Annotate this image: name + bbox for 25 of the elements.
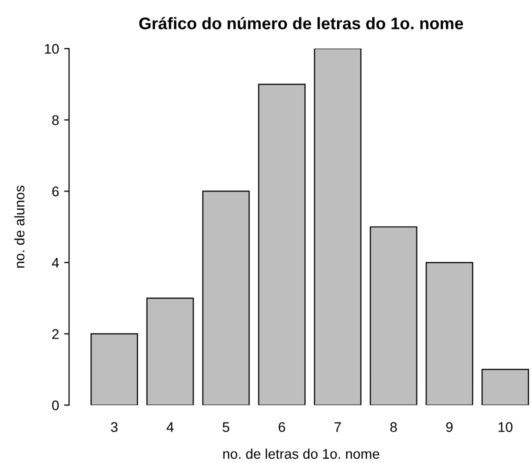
x-tick-label: 6: [278, 422, 286, 432]
chart-title: Gráfico do número de letras do 1o. nome: [139, 16, 464, 30]
y-tick-label: 0: [52, 400, 59, 410]
x-tick-label: 3: [110, 422, 118, 432]
x-axis-title: no. de letras do 1o. nome: [223, 448, 380, 459]
bar: [258, 84, 306, 406]
y-tick-label: 4: [52, 258, 59, 268]
y-axis-title: no. de alunos: [14, 186, 24, 268]
x-tick-label: 7: [334, 422, 341, 432]
x-tick-label: 9: [446, 422, 453, 432]
bar: [90, 333, 138, 406]
x-tick-label: 4: [166, 422, 174, 432]
y-tick-label: 6: [52, 186, 59, 196]
bar: [146, 298, 194, 406]
y-tick-label: 10: [44, 44, 59, 54]
x-tick-label: 8: [390, 422, 397, 432]
bar: [314, 48, 362, 406]
bar: [426, 262, 474, 406]
bar: [202, 190, 250, 406]
bar: [370, 226, 418, 406]
y-tick-label: 2: [52, 329, 59, 339]
y-tick-label: 8: [52, 115, 59, 126]
x-tick-label: 10: [498, 422, 512, 432]
x-tick-label: 5: [222, 422, 230, 432]
bar: [482, 368, 530, 406]
